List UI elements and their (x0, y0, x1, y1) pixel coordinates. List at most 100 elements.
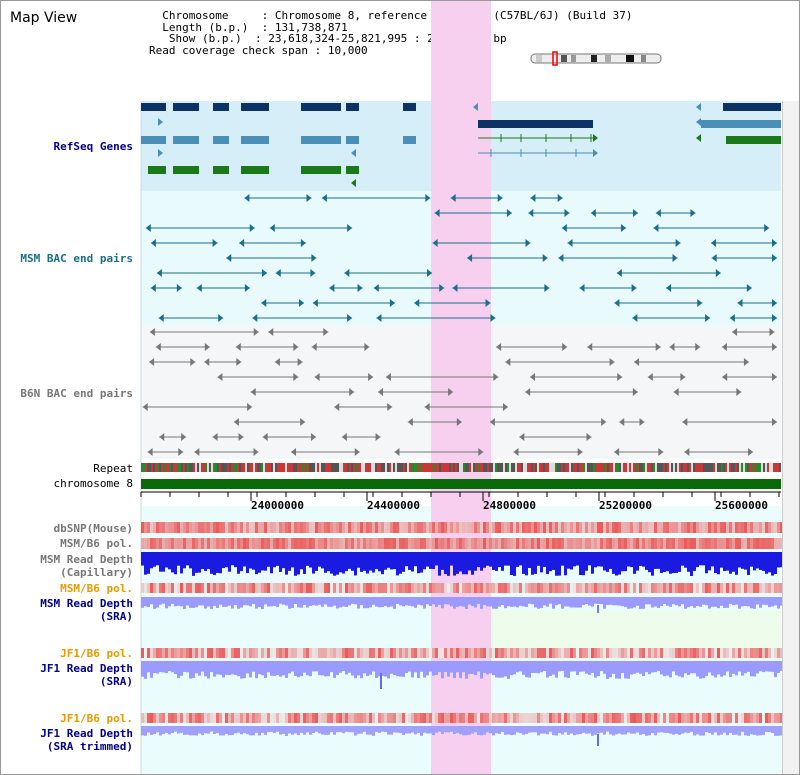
msm-bac-end (632, 209, 638, 217)
heatmap-cell (192, 713, 195, 723)
heatmap-cell (348, 583, 351, 593)
heatmap-cell (723, 648, 726, 658)
heatmap-cell (168, 583, 171, 593)
depth-bar (306, 726, 309, 733)
track-label-chromosome[interactable]: chromosome 8 (53, 477, 133, 490)
depth-bar (573, 661, 576, 672)
depth-bar (192, 661, 195, 679)
track-label-msm-depth-cap[interactable]: MSM Read Depth (40, 553, 133, 566)
heatmap-cell (309, 538, 312, 549)
heatmap-cell (159, 538, 162, 549)
b6n-bac-end (424, 403, 430, 411)
depth-bar (183, 552, 186, 569)
depth-bar (477, 597, 480, 604)
heatmap-cell (687, 713, 690, 723)
depth-bar (492, 552, 495, 570)
heatmap-cell (777, 522, 780, 533)
track-label-jf1-depth[interactable]: JF1 Read Depth (40, 662, 133, 675)
depth-bar (468, 726, 471, 735)
heatmap-cell (282, 538, 285, 549)
repeat-mark (499, 463, 501, 472)
msm-bac-end (711, 254, 717, 262)
vertical-scrollbar[interactable] (782, 101, 799, 774)
b6n-bac-end (368, 373, 374, 381)
depth-bar (225, 552, 228, 568)
depth-bar (507, 597, 510, 607)
repeat-mark (281, 463, 283, 472)
b6n-bac-end (291, 448, 297, 456)
repeat-mark (345, 463, 347, 472)
track-label-jf1-b6-pol-2[interactable]: JF1/B6 pol. (60, 712, 133, 725)
depth-bar (534, 661, 537, 674)
heatmap-cell (201, 538, 204, 549)
depth-bar (504, 552, 507, 566)
depth-bar (750, 726, 753, 735)
depth-bar (357, 597, 360, 609)
depth-bar (201, 597, 204, 606)
heatmap-cell (483, 538, 486, 549)
heatmap-cell (750, 522, 753, 533)
heatmap-cell (255, 538, 258, 549)
heatmap-cell (723, 583, 726, 593)
depth-bar (357, 552, 360, 568)
heatmap-cell (633, 538, 636, 549)
depth-bar (423, 597, 426, 609)
depth-bar (306, 597, 309, 608)
track-label-jf1-b6-pol-1[interactable]: JF1/B6 pol. (60, 647, 133, 660)
track-label-msm-depth-sra-sub[interactable]: (SRA) (99, 610, 133, 623)
heatmap-cell (303, 522, 306, 533)
repeat-mark (225, 463, 227, 472)
depth-bar (531, 661, 534, 673)
repeat-mark (201, 463, 203, 472)
heatmap-cell (204, 522, 207, 533)
depth-bar (162, 661, 165, 673)
heatmap-cell (687, 538, 690, 549)
heatmap-cell (195, 713, 198, 723)
heatmap-cell (699, 538, 702, 549)
depth-bar (489, 552, 492, 567)
heatmap-cell (729, 648, 732, 658)
track-label-jf1-depth-trim[interactable]: JF1 Read Depth (40, 727, 133, 740)
heatmap-cell (285, 713, 288, 723)
heatmap-cell (477, 538, 480, 549)
track-label-msm-depth-cap-sub[interactable]: (Capillary) (60, 566, 133, 579)
depth-bar (594, 597, 597, 604)
chromosome-ideogram[interactable] (530, 51, 662, 66)
track-label-msm-depth-sra[interactable]: MSM Read Depth (40, 597, 133, 610)
depth-bar (228, 597, 231, 606)
track-label-refseq[interactable]: RefSeq Genes (53, 140, 133, 153)
track-label-msm-b6-pol-1[interactable]: MSM/B6 pol. (60, 537, 133, 550)
track-label-msm-b6-pol-2[interactable]: MSM/B6 pol. (60, 582, 133, 595)
heatmap-cell (504, 648, 507, 658)
heatmap-cell (240, 713, 243, 723)
heatmap-cell (330, 583, 333, 593)
depth-bar (525, 552, 528, 576)
heatmap-cell (540, 538, 543, 549)
heatmap-cell (282, 583, 285, 593)
depth-bar (717, 726, 720, 736)
track-label-jf1-depth-sub[interactable]: (SRA) (99, 675, 133, 688)
repeat-mark (489, 463, 491, 472)
depth-bar (339, 726, 342, 733)
track-label-repeat[interactable]: Repeat (93, 462, 133, 475)
heatmap-cell (696, 713, 699, 723)
heatmap-cell (411, 583, 414, 593)
msm-bac-end (306, 194, 312, 202)
track-label-dbsnp[interactable]: dbSNP(Mouse) (53, 522, 133, 535)
depth-bar (294, 597, 297, 605)
heatmap-cell (561, 648, 564, 658)
track-label-jf1-depth-trim-sub[interactable]: (SRA trimmed) (46, 740, 133, 753)
track-label-b6n-bac[interactable]: B6N BAC end pairs (20, 387, 133, 400)
heatmap-cell (627, 538, 630, 549)
heatmap-cell (237, 583, 240, 593)
heatmap-cell (192, 522, 195, 533)
repeat-mark (581, 463, 583, 472)
depth-bar (555, 726, 558, 736)
track-label-msm-bac[interactable]: MSM BAC end pairs (20, 252, 133, 265)
depth-bar (480, 726, 483, 736)
heatmap-cell (570, 648, 573, 658)
depth-bar (585, 726, 588, 734)
heatmap-cell (309, 648, 312, 658)
depth-bar (468, 552, 471, 571)
